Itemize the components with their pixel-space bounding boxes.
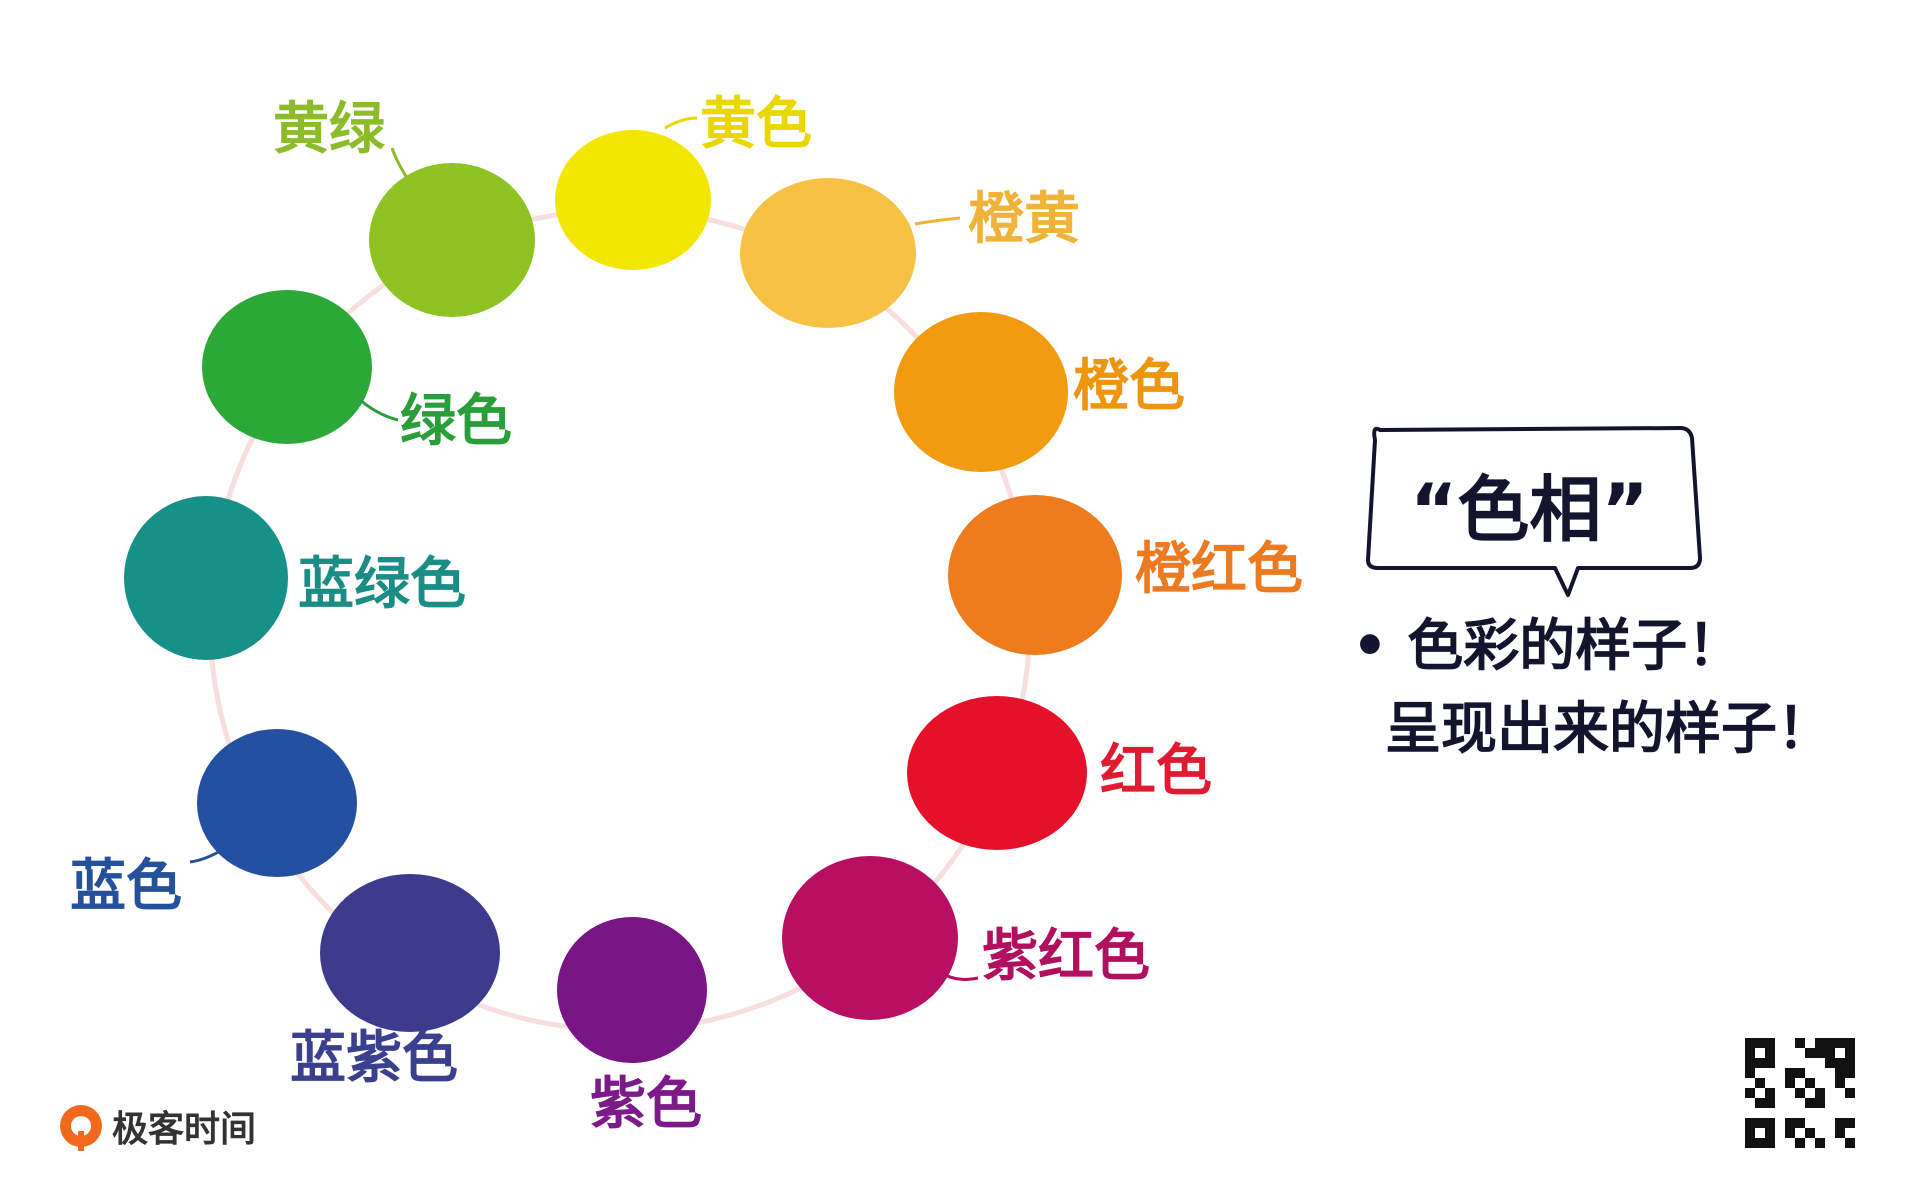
label-yellow: 黄色	[700, 92, 812, 157]
brand-logo: 极客时间	[60, 1100, 256, 1152]
swatch-yellow-green: 黄绿	[273, 97, 535, 317]
swatch-orange-yellow: 橙黄	[740, 178, 1080, 328]
swatch-green: 绿色	[202, 290, 512, 454]
swatch-blue-violet: 蓝紫色	[290, 874, 500, 1091]
qr-code-icon	[1745, 1038, 1855, 1148]
label-purple: 紫色	[590, 1072, 702, 1137]
callout-bubble	[1366, 426, 1702, 597]
label-orange-yellow: 橙黄	[968, 187, 1080, 252]
swatch-blue: 蓝色	[70, 729, 357, 919]
swatch-orange: 橙色	[894, 312, 1185, 472]
swatch-purple: 紫色	[557, 917, 707, 1137]
callout-line-1: • 色彩的样子！	[1352, 614, 1743, 679]
label-blue-violet: 蓝紫色	[290, 1026, 458, 1091]
label-blue-green: 蓝绿色	[298, 552, 466, 617]
label-red: 红色	[1100, 739, 1212, 804]
geek-time-logo-icon	[60, 1105, 102, 1151]
swatch-red: 红色	[907, 696, 1212, 850]
callout-title: “色相”	[1410, 468, 1649, 552]
swatch-blue-green: 蓝绿色	[124, 496, 466, 660]
label-orange-red: 橙红色	[1135, 537, 1303, 602]
label-yellow-green: 黄绿	[273, 97, 386, 162]
swatch-yellow: 黄色	[555, 92, 812, 270]
brand-name: 极客时间	[112, 1109, 257, 1150]
label-orange: 橙色	[1073, 354, 1185, 419]
label-blue: 蓝色	[70, 854, 182, 919]
swatch-magenta: 紫红色	[782, 856, 1150, 1020]
swatch-orange-red: 橙红色	[948, 495, 1303, 655]
callout-line-2: 呈现出来的样子！	[1385, 697, 1833, 762]
hue-callout: “色相” • 色彩的样子！ 呈现出来的样子！	[1352, 426, 1833, 762]
label-green: 绿色	[400, 389, 512, 454]
label-magenta: 紫红色	[982, 924, 1150, 989]
